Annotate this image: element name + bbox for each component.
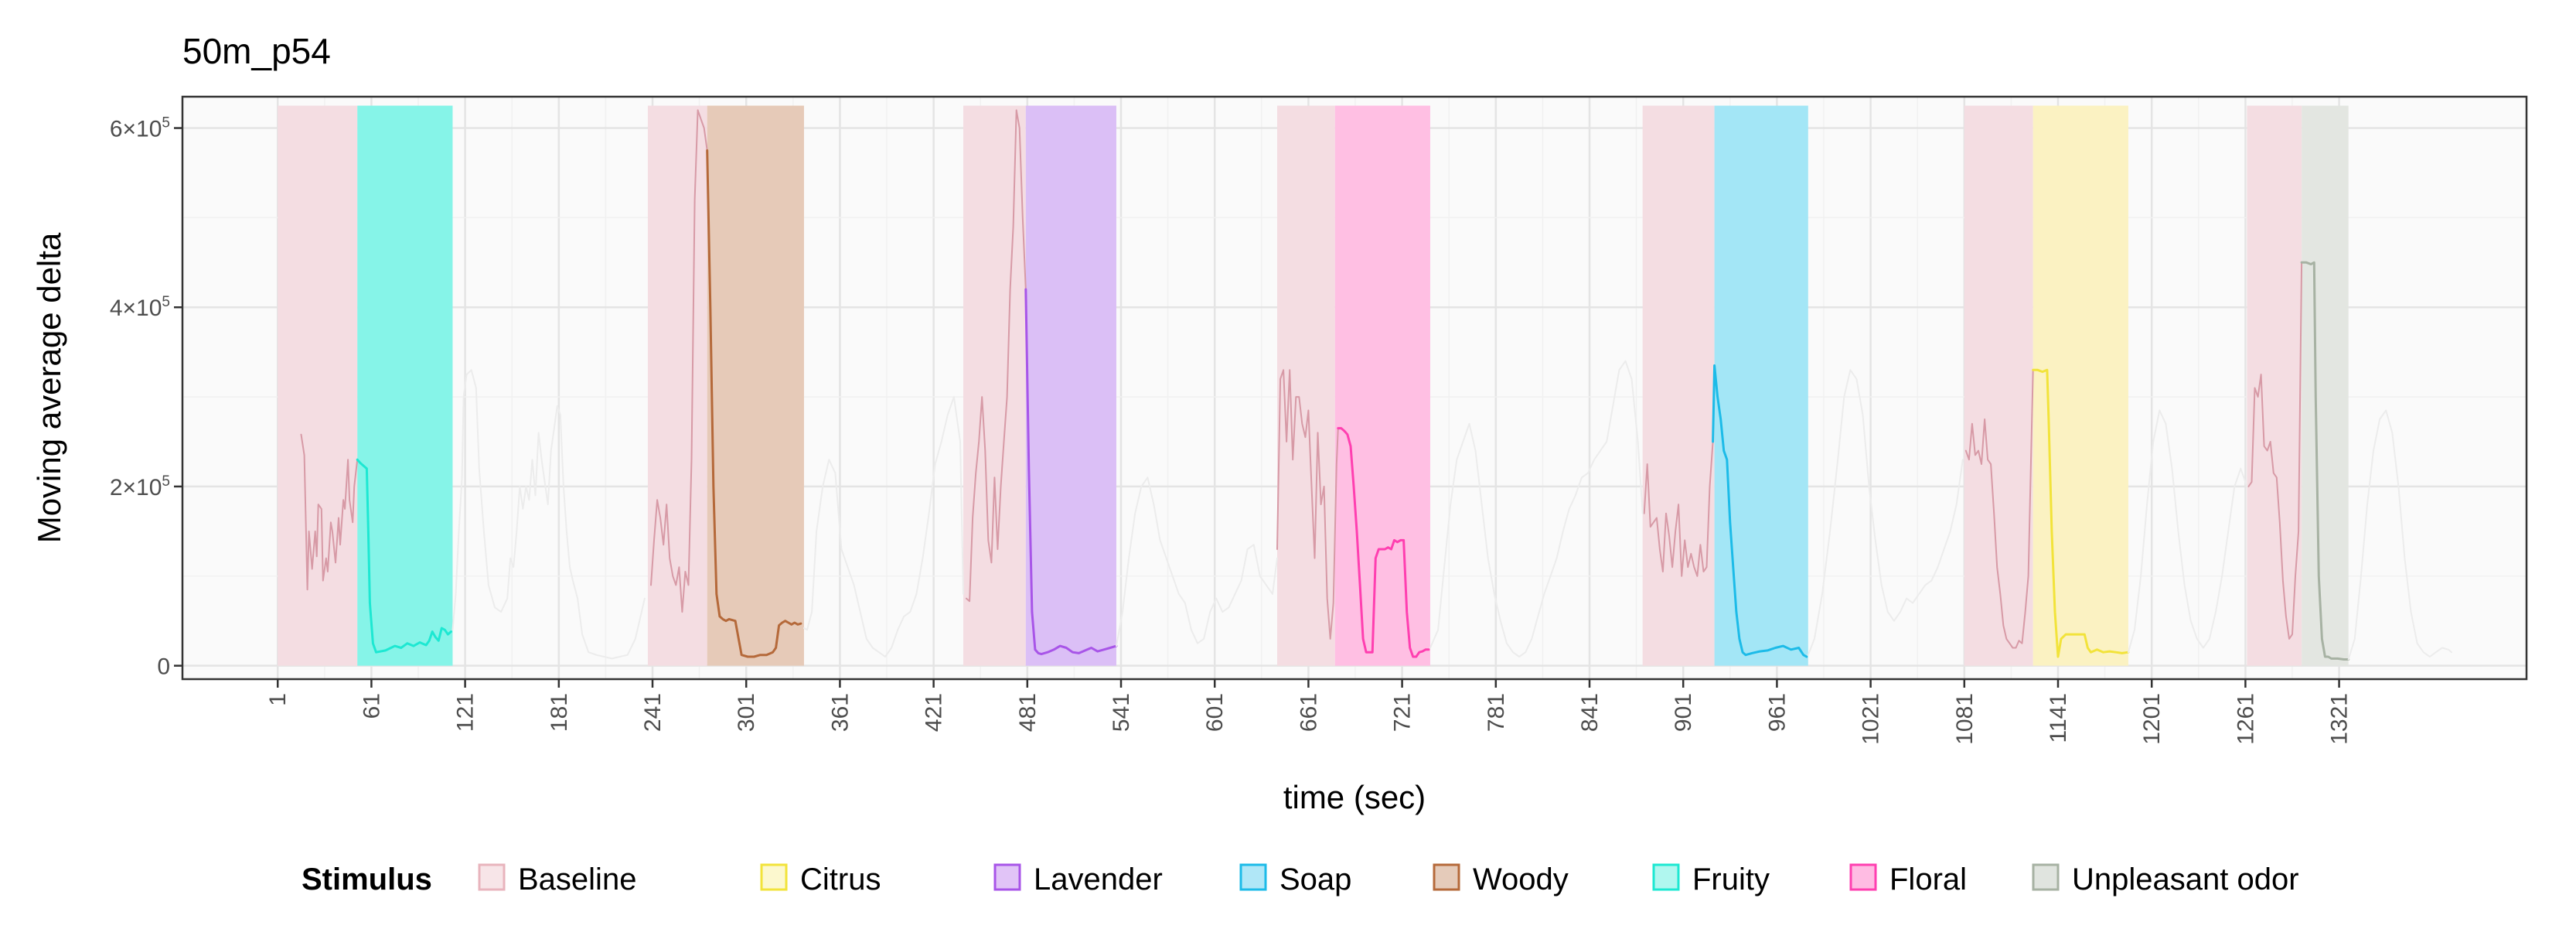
- legend-label: Woody: [1473, 862, 1569, 897]
- plot-frame: [181, 95, 2528, 681]
- y-tick-label: 4×105: [110, 294, 170, 321]
- x-tick-label: 301: [734, 693, 759, 732]
- chart-title: 50m_p54: [182, 31, 331, 71]
- shaded-region-baseline: [1642, 105, 1715, 666]
- legend-key-soap: [1239, 863, 1267, 891]
- series-line-soap: [1712, 364, 1808, 658]
- x-tick-label: 421: [922, 693, 947, 732]
- shaded-region-baseline: [1964, 105, 2033, 666]
- series-line-baseline: [650, 109, 708, 613]
- x-tick-label: 721: [1390, 693, 1416, 732]
- legend-key-floral: [1849, 863, 1877, 891]
- series-line-floral: [1337, 427, 1430, 658]
- legend-label: Unpleasant odor: [2072, 862, 2299, 897]
- x-tick-label: 1021: [1859, 693, 1884, 745]
- x-tick-label: 901: [1671, 693, 1696, 732]
- x-tick-label: 481: [1015, 693, 1041, 732]
- series-line-untested: [1807, 369, 1964, 656]
- x-tick-label: 1081: [1952, 693, 1978, 745]
- shaded-region-floral: [1334, 105, 1430, 666]
- x-tick-label: 661: [1296, 693, 1321, 732]
- x-tick-label: 61: [359, 693, 384, 719]
- series-line-lavender: [1024, 288, 1118, 656]
- x-tick-label: 781: [1484, 693, 1509, 732]
- shaded-region-baseline: [278, 105, 358, 666]
- shaded-region-soap: [1714, 105, 1808, 666]
- legend-key-fruity: [1652, 863, 1680, 891]
- legend-key-woody: [1433, 863, 1460, 891]
- x-tick-label: 841: [1577, 693, 1603, 732]
- x-tick-label: 1141: [2046, 693, 2071, 743]
- legend: Stimulus Baseline Citrus Lavender Soap Woody…: [302, 862, 2299, 897]
- shaded-region-baseline: [647, 105, 707, 666]
- y-tick-label: 0: [157, 654, 170, 680]
- legend-label: Floral: [1889, 862, 1967, 897]
- x-tick-label: 361: [827, 693, 853, 732]
- legend-label: Soap: [1279, 862, 1351, 897]
- x-tick-label: 541: [1109, 693, 1134, 732]
- series-line-baseline: [2247, 261, 2303, 640]
- x-tick-label: 1: [265, 693, 291, 706]
- legend-title: Stimulus: [302, 862, 432, 897]
- x-tick-label: 241: [640, 693, 666, 732]
- series-line-untested: [1429, 360, 1644, 657]
- series-line-fruity: [356, 458, 452, 654]
- series-line-baseline: [1276, 369, 1339, 640]
- x-tick-label: 1201: [2139, 693, 2165, 745]
- shaded-region-citrus: [2033, 105, 2128, 666]
- axes: 0 2×105 4×105 6×105 1 61 121 181 241 301 361 421 481…: [110, 115, 2353, 745]
- x-tick-label: 601: [1202, 693, 1228, 732]
- series-lines: [300, 109, 2452, 661]
- legend-label: Baseline: [518, 862, 636, 897]
- x-tick-label: 961: [1764, 693, 1790, 732]
- stimulus-shaded-regions: [278, 105, 2349, 666]
- legend-key-unpleasant-odor: [2032, 863, 2060, 891]
- shaded-region-baseline: [2247, 105, 2302, 666]
- shaded-region-unpleasant-odor: [2302, 105, 2349, 666]
- series-line-baseline: [1964, 369, 2034, 649]
- series-line-baseline: [966, 109, 1027, 603]
- y-tick-label: 6×105: [110, 115, 170, 142]
- series-line-untested: [451, 369, 646, 660]
- legend-key-baseline: [478, 863, 506, 891]
- panel-border: [181, 95, 2528, 681]
- y-tick-label: 2×105: [110, 473, 170, 500]
- shaded-region-lavender: [1025, 105, 1116, 666]
- series-line-untested: [1116, 476, 1278, 647]
- legend-key-lavender: [993, 863, 1021, 891]
- series-line-untested: [803, 396, 964, 657]
- series-line-citrus: [2032, 368, 2130, 658]
- shaded-region-woody: [707, 105, 804, 666]
- legend-label: Fruity: [1692, 862, 1770, 897]
- series-line-untested: [2347, 409, 2452, 661]
- series-line-baseline: [1643, 441, 1714, 577]
- shaded-region-baseline: [1277, 105, 1335, 666]
- x-tick-label: 1261: [2233, 693, 2258, 745]
- shaded-region-fruity: [357, 105, 453, 666]
- series-line-untested: [2127, 409, 2248, 654]
- x-tick-label: 1321: [2327, 693, 2353, 745]
- y-axis-title: Moving average delta: [31, 232, 67, 543]
- series-line-baseline: [300, 433, 359, 591]
- legend-key-citrus: [760, 863, 788, 891]
- shaded-region-baseline: [963, 105, 1026, 666]
- x-axis-title: time (sec): [1283, 779, 1426, 815]
- series-line-woody: [706, 149, 802, 658]
- legend-label: Lavender: [1034, 862, 1163, 897]
- series-line-unpleasant-odor: [2300, 261, 2350, 661]
- legend-label: Citrus: [800, 862, 881, 897]
- x-tick-label: 181: [547, 693, 572, 732]
- x-tick-label: 121: [453, 693, 479, 732]
